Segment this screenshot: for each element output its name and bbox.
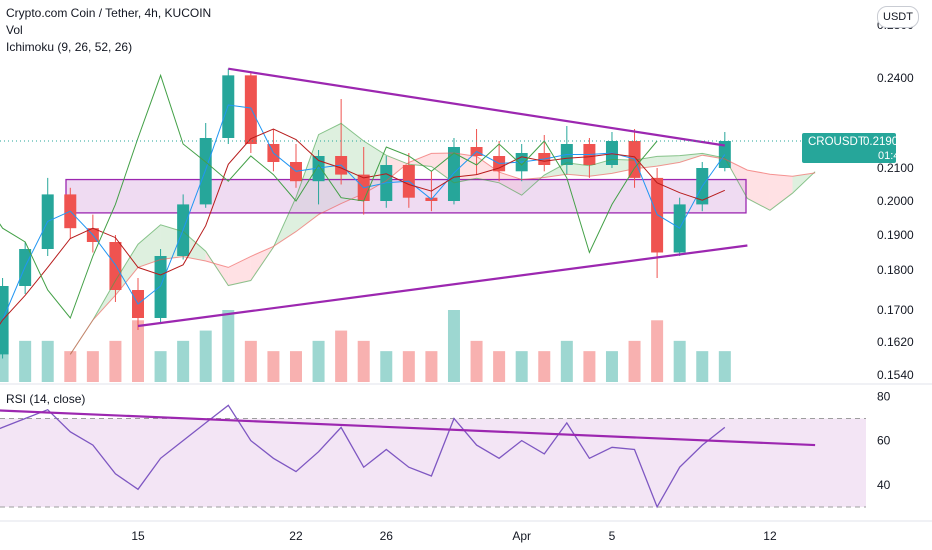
volume-bar: [312, 340, 325, 382]
volume-bar: [109, 340, 122, 382]
cloud-segment: [205, 251, 229, 286]
bar-countdown: 01:45:36: [878, 150, 921, 162]
time-tick-label: 5: [609, 529, 616, 543]
volume-bar: [696, 351, 709, 382]
time-tick-label: 12: [763, 529, 777, 543]
cloud-segment: [566, 162, 590, 177]
volume-bar: [402, 351, 415, 382]
currency-button[interactable]: USDT: [877, 6, 919, 28]
price-tag-symbol: CROUSDT: [808, 136, 865, 148]
cloud-segment: [657, 155, 680, 167]
time-tick-label: 15: [131, 529, 145, 543]
volume-bar: [132, 320, 144, 382]
time-tick-label: Apr: [512, 529, 531, 543]
rsi-legend[interactable]: RSI (14, close): [6, 392, 86, 406]
volume-bar: [19, 340, 32, 382]
volume-bar: [583, 351, 596, 382]
rsi-line: [0, 404, 726, 509]
candle-body: [199, 138, 212, 205]
price-tick-label: 0.1540: [877, 368, 914, 382]
price-tick-label: 0.2400: [877, 71, 914, 85]
last-price-tag: CROUSDT 0.2190 01:45:36: [802, 133, 921, 163]
volume-bar: [470, 340, 483, 382]
time-tick-label: 26: [380, 529, 394, 543]
price-axis: 0.28000.24000.21000.20000.19000.18000.17…: [877, 18, 914, 382]
volume-bar: [177, 340, 190, 382]
price-tick-label: 0.1900: [877, 228, 914, 242]
volume-bar: [425, 351, 438, 382]
cloud-segment: [408, 153, 432, 167]
candle-body: [0, 286, 9, 355]
cloud-segment: [747, 170, 770, 211]
rsi-tick-label: 80: [877, 389, 891, 403]
volume-bar: [538, 351, 551, 382]
volume-bar: [673, 340, 686, 382]
price-tag-value: 0.2190: [863, 136, 899, 148]
candle-body: [154, 256, 167, 318]
senkou-span-a: [69, 122, 816, 355]
price-tick-label: 0.2100: [877, 161, 914, 175]
ichimoku-legend[interactable]: Ichimoku (9, 26, 52, 26): [6, 40, 133, 54]
time-tick-label: 22: [289, 529, 303, 543]
cloud-segment: [544, 162, 567, 178]
volume-bar: [651, 320, 664, 382]
candle-body: [447, 147, 460, 201]
rsi-trendline: [0, 409, 816, 447]
volume-bar: [718, 351, 731, 382]
volume-bar: [560, 340, 573, 382]
rsi-band-fill: [0, 418, 866, 507]
cloud-segment: [476, 156, 500, 183]
price-tick-label: 0.1620: [877, 335, 914, 349]
volume-bar: [86, 351, 99, 382]
price-trendline: [137, 244, 748, 328]
volume-bar: [267, 351, 280, 382]
candle-body: [222, 75, 235, 138]
volume-bar: [380, 351, 393, 382]
volume-bar: [41, 340, 54, 382]
rsi-axis: 80 60 40: [877, 389, 891, 491]
volume-bar: [447, 310, 460, 382]
volume-bar: [64, 351, 77, 382]
volume-legend: Vol: [6, 23, 23, 37]
volume-bar: [605, 351, 618, 382]
volume-bar: [628, 340, 641, 382]
candle-body: [718, 141, 731, 168]
tenkan-line: [0, 104, 726, 325]
cloud-segment: [228, 256, 251, 286]
rsi-tick-label: 60: [877, 434, 891, 448]
kijun-line: [0, 128, 726, 325]
rsi-series: [0, 404, 816, 509]
volume-bar: [244, 340, 257, 382]
candle-body: [651, 177, 664, 253]
chart-title: Crypto.com Coin / Tether, 4h, KUCOIN: [6, 6, 212, 20]
time-axis: 15 22 26 Apr 5 12: [131, 529, 777, 543]
ichimoku-lines: [0, 73, 816, 355]
price-tick-label: 0.2000: [877, 194, 914, 208]
cloud-segment: [769, 174, 793, 211]
volume-bar: [335, 330, 348, 382]
candle-body: [109, 242, 122, 290]
senkou-span-b: [69, 152, 816, 355]
volume-bar: [493, 351, 506, 382]
volume-bar: [154, 351, 167, 382]
volume-bar: [515, 351, 528, 382]
volume-bar: [289, 351, 302, 382]
volume-bar: [199, 330, 212, 382]
volume-bar: [357, 340, 370, 382]
price-trendline: [228, 67, 725, 147]
candle-body: [244, 75, 257, 144]
price-tick-label: 0.1800: [877, 263, 914, 277]
volume-bar: [0, 330, 9, 382]
rsi-tick-label: 40: [877, 478, 891, 492]
volume-bar: [222, 310, 235, 382]
rsi-band: [0, 418, 866, 508]
price-tick-label: 0.1700: [877, 303, 914, 317]
chikou-line: [0, 73, 658, 320]
volume-bars: [0, 310, 731, 382]
candle-body: [312, 156, 325, 182]
trendlines: [137, 67, 748, 328]
